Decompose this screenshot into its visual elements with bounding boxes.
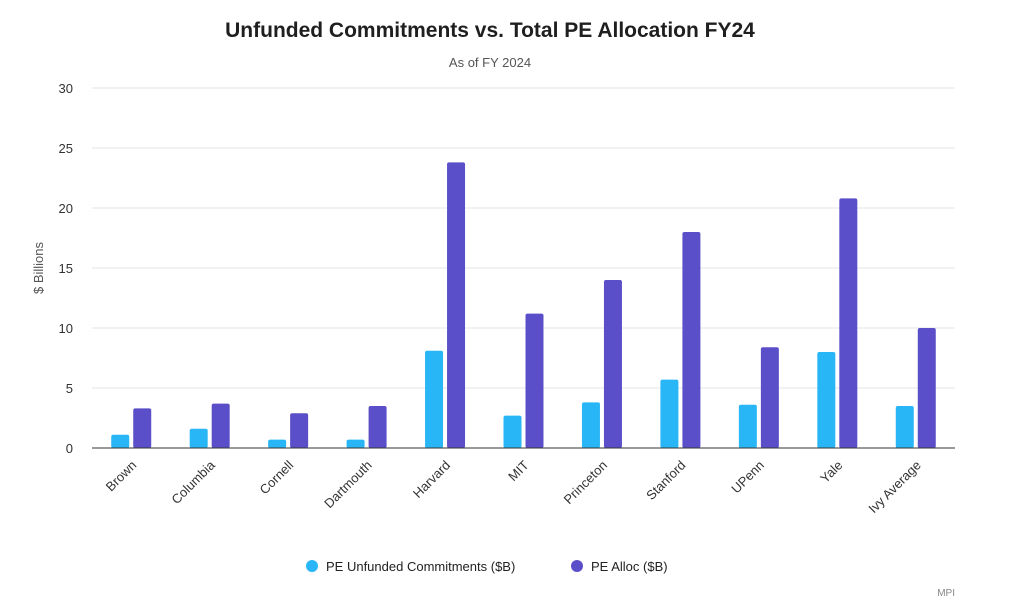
bar-alloc-stanford [682,232,701,448]
bar-alloc-cornell [290,413,309,448]
legend-label[interactable]: PE Unfunded Commitments ($B) [326,559,515,574]
bar-alloc-yale [839,198,858,448]
bar-unfunded-columbia [189,428,208,448]
x-tick-label: Columbia [168,457,218,507]
bar-unfunded-brown [111,434,130,448]
x-tick-label: UPenn [728,458,767,497]
bars [111,162,936,448]
y-tick-label: 0 [66,441,73,456]
bar-unfunded-princeton [581,402,600,448]
y-tick-label: 5 [66,381,73,396]
bar-alloc-harvard [447,162,466,448]
legend: PE Unfunded Commitments ($B) PE Alloc ($B… [306,559,668,574]
x-tick-label: Princeton [561,458,610,507]
bar-unfunded-stanford [660,379,679,448]
bar-alloc-princeton [603,280,622,448]
y-axis-ticks: 0 5 10 15 20 25 30 [59,81,73,456]
x-tick-label: Stanford [643,458,688,503]
y-tick-label: 15 [59,261,73,276]
bar-alloc-mit [525,313,544,448]
x-tick-label: Cornell [257,457,297,497]
y-tick-label: 25 [59,141,73,156]
x-tick-label: Brown [103,458,140,495]
bar-alloc-brown [133,408,152,448]
y-tick-label: 20 [59,201,73,216]
x-tick-label: Yale [817,458,845,486]
bar-unfunded-upenn [738,404,757,448]
y-tick-label: 30 [59,81,73,96]
legend-label[interactable]: PE Alloc ($B) [591,559,668,574]
legend-marker [306,560,318,572]
bar-unfunded-cornell [268,439,287,448]
bar-alloc-upenn [760,347,779,448]
bar-alloc-dartmouth [368,406,387,448]
x-axis-ticks: Brown Columbia Cornell Dartmouth Harvard MIT P… [103,457,924,516]
x-tick-label: Dartmouth [321,458,375,512]
y-tick-label: 10 [59,321,73,336]
x-tick-label: Harvard [410,458,453,501]
bar-unfunded-ivy-average [895,406,914,448]
chart-subtitle: As of FY 2024 [449,55,531,70]
bar-unfunded-yale [817,352,836,448]
legend-marker [571,560,583,572]
bar-alloc-ivy-average [917,328,936,448]
x-tick-label: MIT [505,457,531,483]
x-tick-label: Ivy Average [865,458,923,516]
y-axis-label: $ Billions [31,241,46,294]
bar-unfunded-mit [503,415,522,448]
bar-unfunded-dartmouth [346,439,365,448]
chart-title: Unfunded Commitments vs. Total PE Alloca… [225,19,755,42]
bar-unfunded-harvard [425,350,444,448]
chart-credit: MPI [937,588,955,599]
bar-alloc-columbia [211,403,230,448]
gridlines [92,87,955,389]
